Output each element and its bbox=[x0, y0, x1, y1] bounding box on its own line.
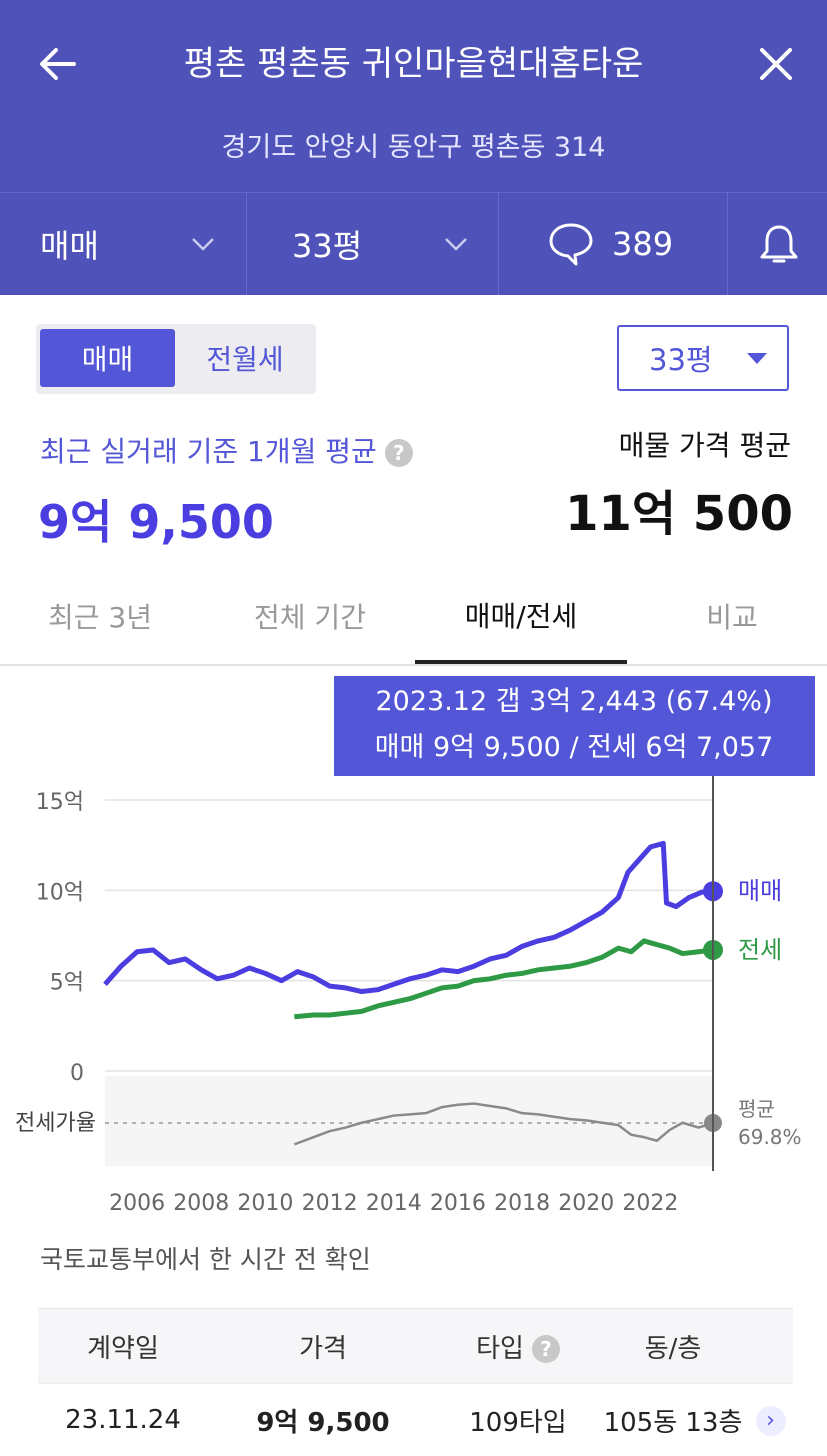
row-type: 109타입 bbox=[469, 1407, 567, 1438]
series-label: 매매 bbox=[738, 877, 782, 905]
x-tick-label: 2014 bbox=[366, 1191, 422, 1216]
tooltip-box bbox=[334, 676, 815, 776]
y-tick-label: 0 bbox=[70, 1061, 84, 1086]
header-date: 계약일 bbox=[87, 1333, 159, 1364]
tab-all-period[interactable]: 전체 기간 bbox=[254, 601, 366, 634]
help-icon[interactable]: ? bbox=[384, 439, 413, 467]
trade-type-label: 매매 bbox=[40, 227, 99, 265]
tooltip-line-2: 매매 9억 9,500 / 전세 6억 7,057 bbox=[375, 732, 774, 763]
chevron-down-icon[interactable] bbox=[188, 229, 218, 259]
ratio-average-value: 69.8% bbox=[738, 1125, 802, 1149]
transactions-table: 계약일 가격 타입? 동/층 23.11.24 9억 9,500 109타입 1… bbox=[38, 1308, 793, 1456]
ratio-series-line bbox=[293, 1102, 714, 1146]
x-tick-label: 2008 bbox=[173, 1191, 229, 1216]
help-icon[interactable]: ? bbox=[531, 1335, 560, 1363]
chevron-down-icon[interactable] bbox=[441, 229, 471, 259]
tooltip: 2023.12 갭 3억 2,443 (67.4%) 매매 9억 9,500 /… bbox=[334, 676, 815, 776]
x-tick-label: 2022 bbox=[622, 1191, 678, 1216]
tab-compare[interactable]: 비교 bbox=[706, 601, 758, 634]
ratio-band bbox=[105, 1076, 713, 1166]
size-select-value: 33평 bbox=[649, 343, 713, 377]
size-dropdown[interactable]: 33평 bbox=[292, 193, 362, 295]
tooltip-line-1: 2023.12 갭 3억 2,443 (67.4%) bbox=[376, 686, 773, 717]
row-unit: 105동 13층 bbox=[603, 1407, 743, 1438]
ratio-average-label: 평균 bbox=[738, 1097, 775, 1121]
size-select[interactable]: 33평 bbox=[617, 325, 789, 391]
table-header: 계약일 가격 타입? 동/층 bbox=[38, 1308, 793, 1383]
tab-sale-jeonse[interactable]: 매매/전세 bbox=[415, 570, 627, 664]
tab-recent-3y[interactable]: 최근 3년 bbox=[48, 601, 152, 634]
recent-average-label: 최근 실거래 기준 1개월 평균? bbox=[40, 430, 413, 470]
comments-button[interactable]: 389 bbox=[546, 193, 673, 295]
address: 경기도 안양시 동안구 평촌동 314 bbox=[221, 132, 606, 163]
y-tick-label: 5억 bbox=[50, 971, 84, 996]
row-price: 9억 9,500 bbox=[256, 1407, 390, 1438]
table-row[interactable]: 23.11.24 9억 9,500 109타입 105동 13층 › bbox=[38, 1383, 793, 1456]
header-type: 타입? bbox=[438, 1328, 598, 1365]
page-title: 평촌 평촌동 귀인마을현대홈타운 bbox=[183, 44, 644, 84]
filter-toolbar: 매매 33평 389 bbox=[0, 192, 827, 295]
period-tabs: 최근 3년 전체 기간 매매/전세 비교 bbox=[0, 570, 827, 666]
price-chart[interactable]: 15억 10억 5억 0 2006 2008 2010 2012 2014 2016 2018 202… bbox=[0, 668, 827, 1228]
sale-series-line bbox=[103, 840, 714, 995]
y-tick-label: 15억 bbox=[36, 790, 84, 815]
x-tick-label: 2018 bbox=[494, 1191, 550, 1216]
x-tick-label: 2016 bbox=[430, 1191, 486, 1216]
recent-average-value: 9억 9,500 bbox=[38, 495, 274, 549]
x-tick-label: 2010 bbox=[237, 1191, 293, 1216]
comment-count: 389 bbox=[612, 225, 674, 263]
x-tick-label: 2012 bbox=[302, 1191, 358, 1216]
header-unit: 동/층 bbox=[644, 1333, 702, 1364]
listing-average-label: 매물 가격 평균 bbox=[618, 429, 791, 462]
back-arrow-icon[interactable] bbox=[34, 40, 82, 88]
recent-average-text: 최근 실거래 기준 1개월 평균 bbox=[40, 435, 377, 468]
divider bbox=[727, 193, 728, 295]
caret-down-icon bbox=[747, 353, 767, 364]
jeonse-series-line bbox=[294, 938, 714, 1020]
speech-bubble-icon bbox=[549, 223, 593, 266]
toggle-rent[interactable]: 전월세 bbox=[206, 343, 284, 376]
app-header: 평촌 평촌동 귀인마을현대홈타운 경기도 안양시 동안구 평촌동 314 bbox=[0, 0, 827, 192]
ratio-axis-label: 전세가율 bbox=[15, 1111, 96, 1136]
chevron-right-icon[interactable]: › bbox=[755, 1406, 786, 1436]
row-date: 23.11.24 bbox=[65, 1405, 181, 1435]
x-tick-label: 2020 bbox=[558, 1191, 614, 1216]
y-tick-label: 10억 bbox=[36, 880, 84, 905]
listing-average-value: 11억 500 bbox=[565, 486, 793, 542]
trade-type-dropdown[interactable]: 매매 bbox=[40, 193, 99, 295]
series-label: 전세 bbox=[738, 936, 782, 964]
x-tick-label: 2006 bbox=[109, 1191, 165, 1216]
header-price: 가격 bbox=[299, 1333, 347, 1364]
divider bbox=[498, 193, 499, 295]
size-label: 33평 bbox=[292, 227, 363, 265]
bell-icon[interactable] bbox=[756, 221, 802, 267]
close-icon[interactable] bbox=[752, 40, 800, 88]
toggle-sale[interactable]: 매매 bbox=[40, 329, 175, 387]
divider bbox=[246, 193, 247, 295]
header-type-label: 타입 bbox=[476, 1333, 524, 1364]
updated-note: 국토교통부에서 한 시간 전 확인 bbox=[40, 1245, 371, 1274]
trade-toggle: 매매 전월세 bbox=[36, 324, 316, 394]
